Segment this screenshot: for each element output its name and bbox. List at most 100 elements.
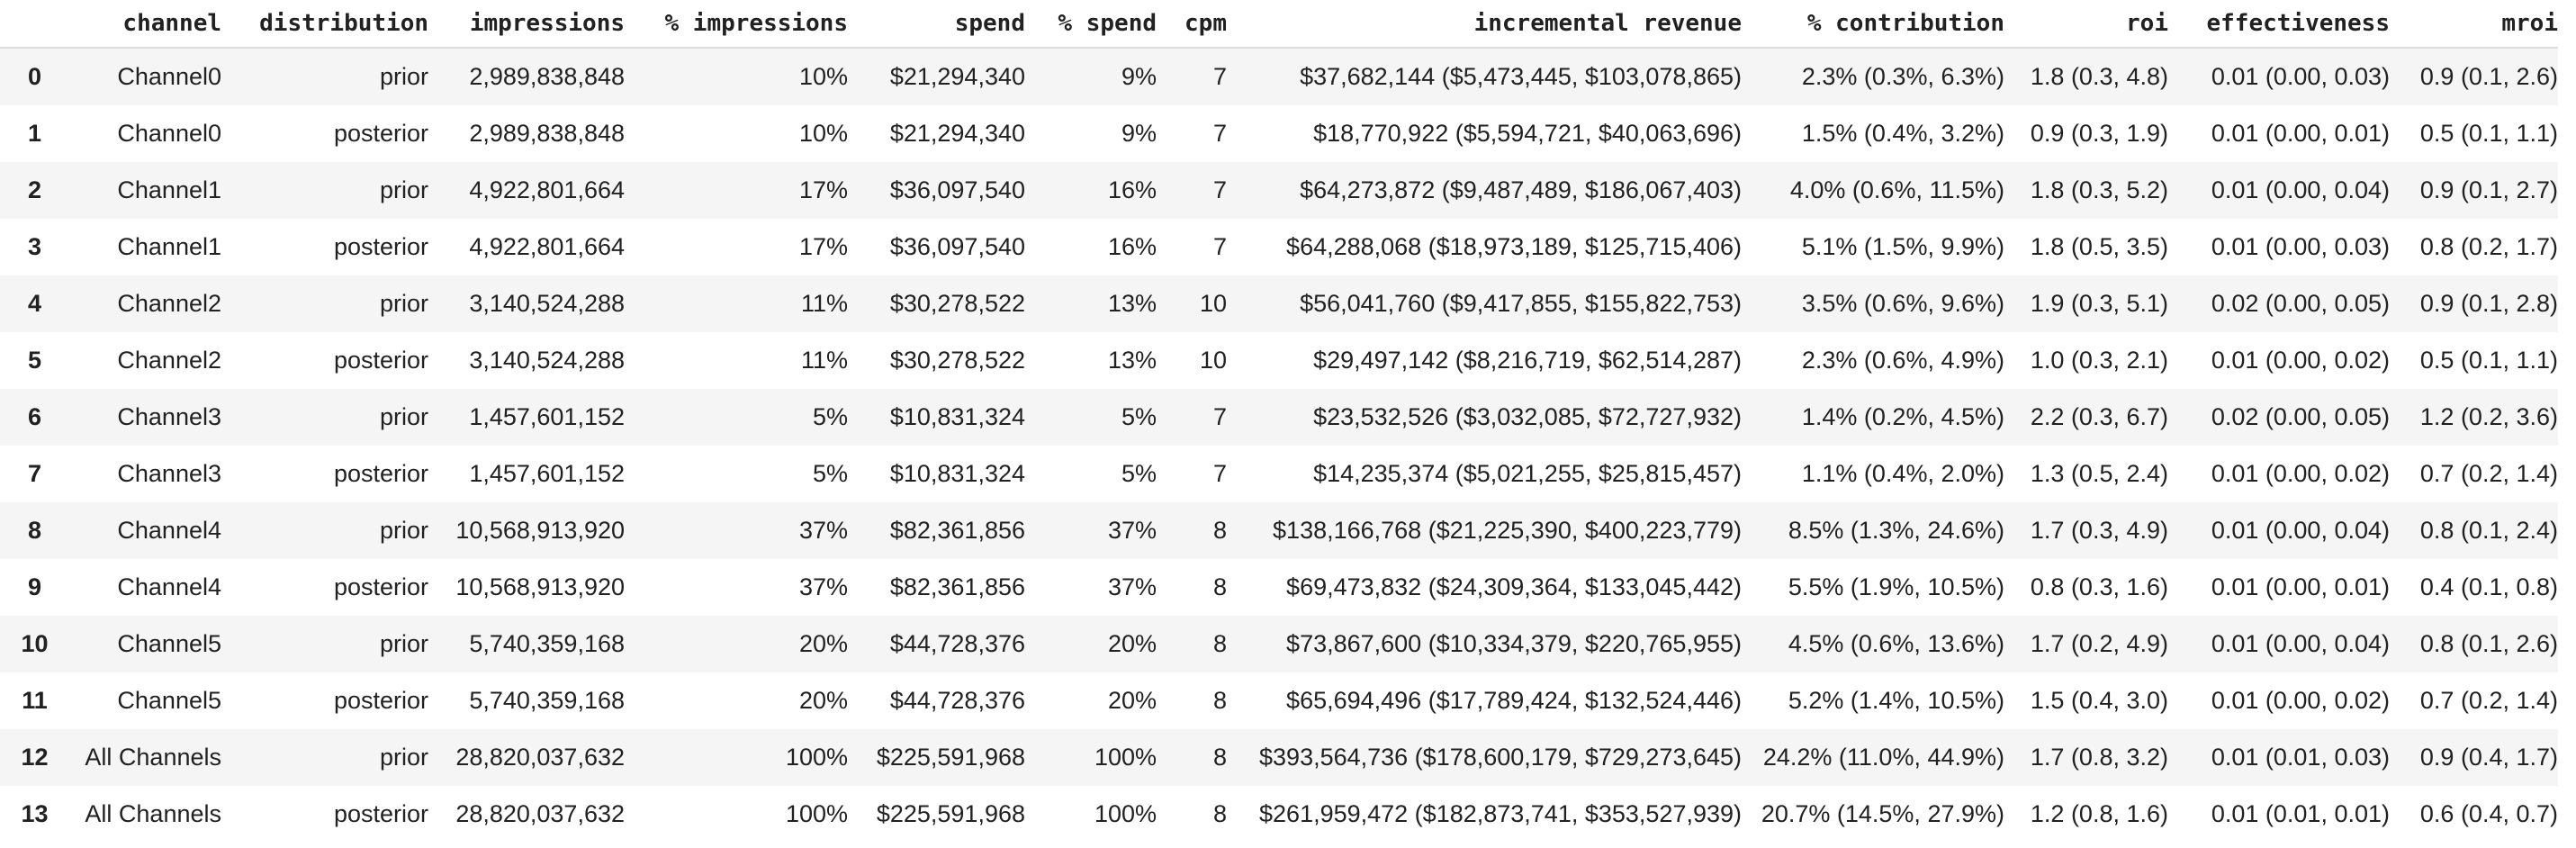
table-cell: 0.4 (0.1, 0.8) xyxy=(2419,573,2558,600)
table-cell: 1.8 (0.3, 5.2) xyxy=(2004,162,2168,219)
table-row: 12 All Channels prior 28,820,037,632 100% $22… xyxy=(0,729,2558,786)
table-cell: Channel4 xyxy=(69,502,221,559)
table-cell: $73,867,600 ($10,334,379, $220,765,955) xyxy=(1227,616,1742,672)
table-cell: $82,361,856 xyxy=(848,502,1025,559)
table-cell: 20% xyxy=(798,687,848,714)
table-cell: prior xyxy=(221,729,428,786)
table-cell: 7 xyxy=(1157,48,1227,105)
table-cell: 5% xyxy=(625,389,848,446)
table-cell: 0.8 (0.3, 1.6) xyxy=(2030,573,2168,600)
table-cell: $30,278,522 xyxy=(848,275,1025,332)
column-header: mroi xyxy=(2390,0,2558,49)
table-cell: 1.4% (0.2%, 4.5%) xyxy=(1742,389,2004,446)
table-cell: posterior xyxy=(333,573,428,600)
table-cell: 0.8 (0.2, 1.7) xyxy=(2419,233,2558,260)
table-cell: prior xyxy=(221,162,428,219)
table-cell: $23,532,526 ($3,032,085, $72,727,932) xyxy=(1227,389,1742,446)
table-cell: $225,591,968 xyxy=(848,729,1025,786)
table-cell: $64,288,068 ($18,973,189, $125,715,406) xyxy=(1286,233,1742,260)
table-cell: 37% xyxy=(798,573,848,600)
table-cell: $21,294,340 xyxy=(848,48,1025,105)
table-cell: 7 xyxy=(1212,120,1227,147)
table-cell: 17% xyxy=(625,162,848,219)
table-row: 5 Channel2 posterior 3,140,524,288 11% $30,27… xyxy=(0,332,2558,389)
table-cell: 0.9 (0.1, 2.8) xyxy=(2390,275,2558,332)
table-cell: 1.0 (0.3, 2.1) xyxy=(2030,347,2168,374)
column-header: cpm xyxy=(1157,0,1227,49)
table-cell: 0.7 (0.2, 1.4) xyxy=(2419,460,2558,487)
row-index: 10 xyxy=(0,616,69,672)
table-cell: 1.9 (0.3, 5.1) xyxy=(2004,275,2168,332)
table-cell: 5,740,359,168 xyxy=(428,616,625,672)
table-cell: prior xyxy=(221,48,428,105)
table-cell: 20% xyxy=(1025,616,1157,672)
table-cell: 1.3 (0.5, 2.4) xyxy=(2030,460,2168,487)
row-index: 11 xyxy=(22,687,48,714)
column-header: roi xyxy=(2004,0,2168,49)
row-index: 0 xyxy=(0,48,69,105)
row-index: 12 xyxy=(0,729,69,786)
table-body: 0 Channel0 prior 2,989,838,848 10% $21,294,34… xyxy=(0,48,2558,843)
table-cell: 8 xyxy=(1157,616,1227,672)
table-cell: 1.2 (0.2, 3.6) xyxy=(2390,389,2558,446)
table-cell: 0.01 (0.00, 0.04) xyxy=(2168,502,2390,559)
table-cell: 2,989,838,848 xyxy=(469,120,625,147)
table-cell: 16% xyxy=(1107,233,1157,260)
table-row: 10 Channel5 prior 5,740,359,168 20% $44,728,3… xyxy=(0,616,2558,672)
table-cell: Channel5 xyxy=(117,687,221,714)
table-cell: 0.02 (0.00, 0.05) xyxy=(2168,275,2390,332)
table-cell: posterior xyxy=(333,800,428,827)
table-cell: Channel0 xyxy=(69,48,221,105)
row-index: 8 xyxy=(0,502,69,559)
table-cell: 10,568,913,920 xyxy=(428,502,625,559)
table-cell: 0.6 (0.4, 0.7) xyxy=(2419,800,2558,827)
table-cell: $65,694,496 ($17,789,424, $132,524,446) xyxy=(1286,687,1742,714)
table-cell: 7 xyxy=(1212,460,1227,487)
table-cell: $225,591,968 xyxy=(876,800,1025,827)
table-row: 4 Channel2 prior 3,140,524,288 11% $30,278,52… xyxy=(0,275,2558,332)
table-cell: 13% xyxy=(1025,275,1157,332)
table-cell: posterior xyxy=(333,233,428,260)
table-cell: prior xyxy=(221,275,428,332)
table-cell: Channel1 xyxy=(117,233,221,260)
table-cell: Channel0 xyxy=(117,120,221,147)
table-row: 2 Channel1 prior 4,922,801,664 17% $36,097,54… xyxy=(0,162,2558,219)
table-cell: $393,564,736 ($178,600,179, $729,273,645… xyxy=(1227,729,1742,786)
table-cell: 0.01 (0.00, 0.01) xyxy=(2211,120,2390,147)
table-cell: $69,473,832 ($24,309,364, $133,045,442) xyxy=(1286,573,1742,600)
table-cell: 1,457,601,152 xyxy=(428,389,625,446)
table-cell: 1.8 (0.3, 4.8) xyxy=(2004,48,2168,105)
table-cell: 4.5% (0.6%, 13.6%) xyxy=(1742,616,2004,672)
table-cell: prior xyxy=(221,502,428,559)
table-cell: $21,294,340 xyxy=(889,120,1025,147)
table-cell: 7 xyxy=(1212,233,1227,260)
table-cell: $64,273,872 ($9,487,489, $186,067,403) xyxy=(1227,162,1742,219)
table-cell: 100% xyxy=(625,729,848,786)
table-cell: 0.5 (0.1, 1.1) xyxy=(2419,347,2558,374)
table-cell: 1.2 (0.8, 1.6) xyxy=(2030,800,2168,827)
table-cell: 4.0% (0.6%, 11.5%) xyxy=(1742,162,2004,219)
table-cell: 5% xyxy=(812,460,848,487)
table-cell: 20% xyxy=(625,616,848,672)
table-cell: 11% xyxy=(625,275,848,332)
table-cell: $138,166,768 ($21,225,390, $400,223,779) xyxy=(1227,502,1742,559)
table-cell: 0.01 (0.00, 0.02) xyxy=(2211,687,2390,714)
table-cell: 8 xyxy=(1157,729,1227,786)
table-cell: $44,728,376 xyxy=(848,616,1025,672)
table-cell: 0.8 (0.1, 2.4) xyxy=(2390,502,2558,559)
table-cell: 28,820,037,632 xyxy=(455,800,625,827)
table-cell: 1.5 (0.4, 3.0) xyxy=(2030,687,2168,714)
table-cell: 0.7 (0.2, 1.4) xyxy=(2419,687,2558,714)
table-cell: Channel3 xyxy=(69,389,221,446)
table-cell: 5.2% (1.4%, 10.5%) xyxy=(1788,687,2004,714)
table-cell: 10% xyxy=(625,48,848,105)
table-cell: $82,361,856 xyxy=(889,573,1025,600)
table-cell: 0.01 (0.00, 0.02) xyxy=(2211,460,2390,487)
table-cell: 0.8 (0.1, 2.6) xyxy=(2390,616,2558,672)
row-index: 6 xyxy=(0,389,69,446)
table-cell: 10 xyxy=(1199,347,1227,374)
table-cell: 0.01 (0.00, 0.04) xyxy=(2168,162,2390,219)
table-cell: 20.7% (14.5%, 27.9%) xyxy=(1761,800,2004,827)
table-cell: 37% xyxy=(1107,573,1157,600)
